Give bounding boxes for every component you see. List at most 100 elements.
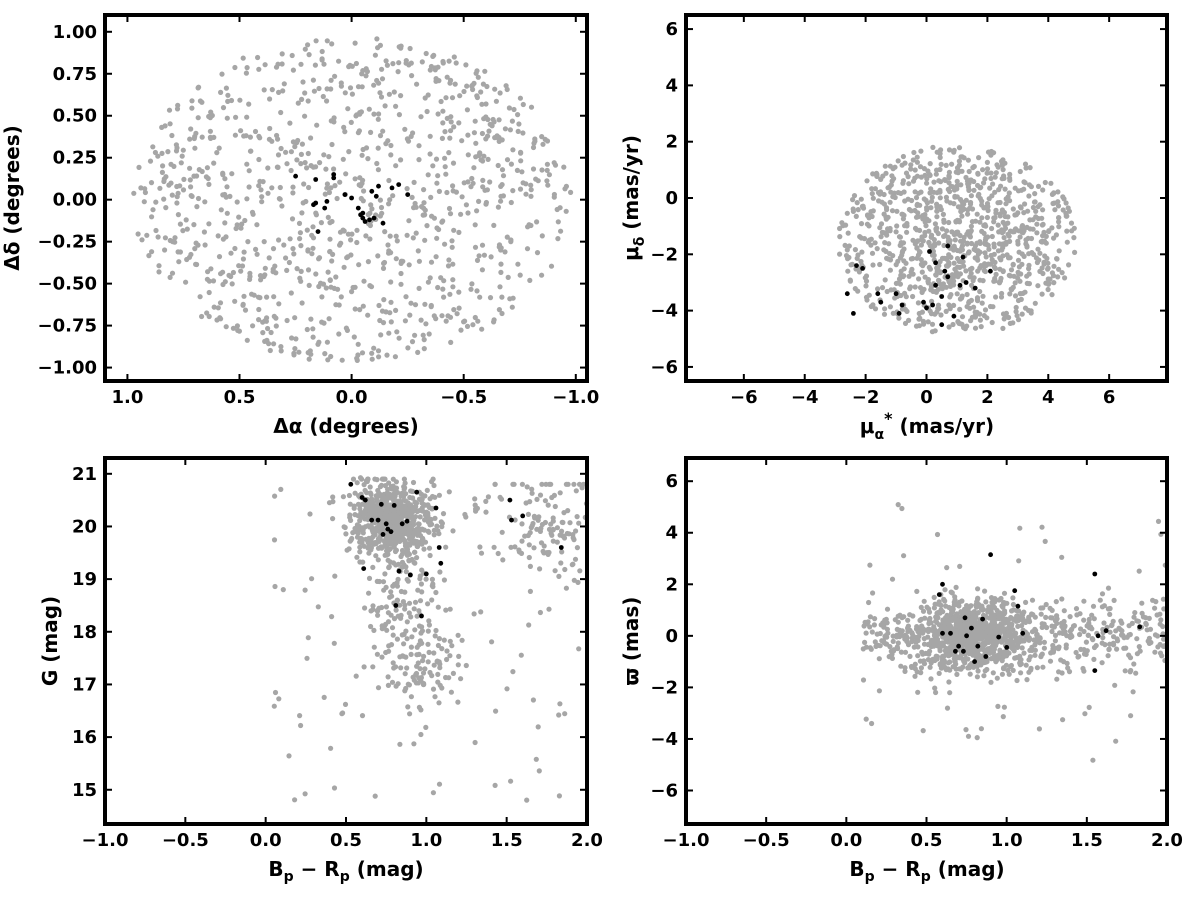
field-point [407,504,413,510]
field-point [950,606,956,612]
field-point [324,181,330,187]
field-point [384,62,390,68]
field-point [444,656,450,663]
field-point [915,653,921,659]
field-point [298,61,304,67]
x-tick-label: 0.5 [330,830,362,851]
field-point [272,263,278,269]
field-point [438,98,444,105]
field-point [439,313,445,319]
field-point [853,213,859,219]
field-point [953,271,960,277]
field-point [398,93,404,99]
field-point [1131,661,1137,667]
field-point [1081,617,1087,623]
field-point [172,239,178,245]
field-point [920,651,926,657]
field-point [283,255,289,261]
field-point [280,587,286,593]
field-point [366,590,372,596]
field-point [408,644,414,650]
field-point [419,204,425,210]
field-point [305,267,312,273]
member-series [844,243,993,328]
field-point [533,756,539,762]
field-point [925,319,931,325]
field-point [532,138,538,144]
field-point [1062,275,1068,281]
field-point [907,612,913,618]
field-point [410,235,416,241]
member-point [933,282,938,288]
field-point [483,136,489,142]
field-point [1012,185,1018,191]
field-point [271,537,278,543]
field-point [889,208,896,214]
x-tick-label: −6 [730,387,758,408]
field-point [331,785,338,791]
field-point [1052,632,1059,639]
field-point [310,77,316,83]
field-point [357,544,363,550]
field-point [350,530,356,536]
field-point [443,171,449,177]
field-point [492,782,498,789]
member-point [507,497,513,503]
field-point [991,251,997,257]
field-point [386,480,392,486]
field-point [411,741,417,747]
field-point [889,173,895,179]
field-point [352,511,358,518]
field-series [860,502,1168,763]
field-point [392,354,398,360]
field-point [428,516,434,523]
field-point [297,236,303,242]
member-point [940,630,945,636]
field-point [1105,653,1111,659]
field-point [984,166,991,172]
field-point [375,557,381,563]
field-point [1032,300,1038,306]
field-point [463,62,469,68]
field-point [916,249,923,255]
y-tick-label: 16 [72,727,97,748]
field-point [929,252,936,258]
field-point [397,741,403,747]
field-point [975,251,982,257]
field-point [373,528,379,534]
field-point [187,177,193,183]
field-point [273,64,280,70]
field-point [435,64,441,70]
field-point [1028,665,1034,672]
field-point [863,283,869,289]
field-point [292,797,298,803]
field-point [398,615,404,621]
field-point [881,623,887,630]
field-point [982,176,988,182]
field-point [1010,261,1016,267]
field-point [936,306,942,312]
field-point [172,235,178,241]
field-point [1068,220,1075,226]
field-point [422,666,428,672]
field-point [954,178,960,184]
field-point [355,501,361,507]
field-point [425,172,431,178]
field-point [425,601,431,607]
member-point [361,566,367,571]
field-point [895,619,901,625]
field-point [309,576,315,582]
field-point [952,194,958,200]
field-point [998,595,1004,602]
field-point [527,277,533,283]
field-point [449,643,455,649]
member-point [405,192,411,198]
field-point [304,165,310,171]
field-point [414,526,420,533]
field-point [300,200,306,206]
field-point [925,168,931,174]
field-point [406,600,413,606]
field-point [519,169,525,175]
field-point [857,234,863,240]
field-point [1037,250,1043,256]
